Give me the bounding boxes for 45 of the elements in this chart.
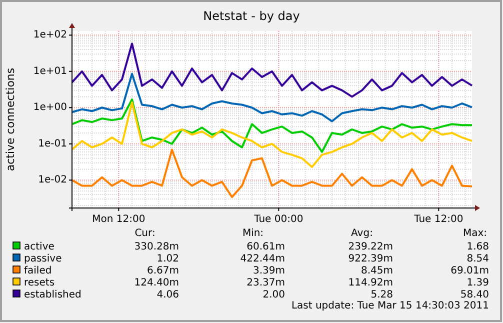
line-series — [71, 98, 473, 153]
text: 330.28m — [134, 242, 179, 252]
x-tick-label: Mon 12:00 — [92, 214, 146, 225]
y-tick-label: 1e+00 — [33, 102, 67, 114]
text: Avg: — [351, 228, 373, 239]
y-tick-label: 1e-02 — [38, 174, 67, 186]
x-tick-label: Tue 12:00 — [413, 214, 464, 225]
y-tick-label: 1e-01 — [38, 138, 67, 150]
text: Cur: — [134, 228, 156, 239]
text: 1.68 — [466, 242, 489, 252]
text: 124.40m — [134, 278, 179, 288]
text: 8.45m — [360, 266, 393, 276]
text: Min: — [242, 228, 264, 239]
legend-label: active — [24, 242, 54, 252]
text: 3.39m — [252, 266, 285, 276]
text: 2.00 — [262, 290, 285, 300]
text: 1.02 — [156, 254, 179, 264]
text: 58.40 — [460, 290, 489, 300]
y-tick-label: 1e+02 — [33, 30, 67, 41]
text: Last update: Tue Mar 15 14:30:03 2011 — [291, 300, 489, 312]
text: 23.37m — [246, 278, 285, 288]
text: 239.22m — [348, 242, 393, 252]
text: 60.61m — [246, 242, 285, 252]
line-series — [71, 42, 473, 98]
legend-label: passive — [24, 254, 62, 264]
line-series — [71, 148, 473, 198]
line-series — [71, 72, 473, 122]
text: 5.28 — [370, 290, 393, 300]
chart-title: Netstat - by day — [203, 9, 300, 23]
text: Max: — [462, 228, 488, 239]
text: 422.44m — [240, 254, 285, 264]
text: 4.06 — [156, 290, 179, 300]
x-tick-label: Tue 00:00 — [253, 214, 304, 225]
line-series — [71, 101, 473, 168]
text: 6.67m — [146, 266, 179, 276]
legend-label: failed — [24, 266, 52, 276]
text: 8.54 — [466, 254, 489, 264]
text: 69.01m — [450, 266, 489, 276]
legend-label: established — [24, 290, 82, 300]
text: 114.92m — [348, 278, 393, 288]
text: 922.39m — [348, 254, 393, 264]
legend-label: resets — [24, 278, 55, 288]
y-axis-title: active connections — [4, 68, 17, 172]
y-tick-label: 1e+01 — [33, 66, 67, 77]
text: 1.39 — [466, 278, 489, 288]
